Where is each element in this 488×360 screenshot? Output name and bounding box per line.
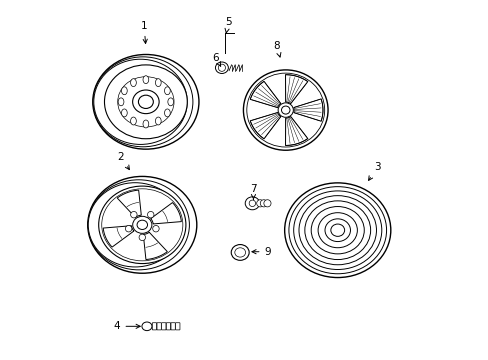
Polygon shape — [103, 226, 134, 247]
Ellipse shape — [104, 65, 187, 139]
Ellipse shape — [278, 103, 293, 117]
FancyBboxPatch shape — [171, 323, 175, 330]
Polygon shape — [250, 81, 280, 108]
Ellipse shape — [155, 117, 161, 125]
Ellipse shape — [288, 186, 386, 274]
Ellipse shape — [249, 200, 255, 207]
FancyBboxPatch shape — [166, 323, 170, 330]
Ellipse shape — [256, 200, 264, 207]
Text: 1: 1 — [141, 21, 147, 44]
Ellipse shape — [118, 77, 174, 127]
Ellipse shape — [318, 213, 357, 248]
Polygon shape — [285, 75, 307, 104]
Ellipse shape — [132, 90, 159, 114]
FancyBboxPatch shape — [162, 323, 165, 330]
Ellipse shape — [130, 211, 137, 218]
Polygon shape — [143, 232, 167, 260]
Text: 8: 8 — [273, 41, 280, 57]
Polygon shape — [293, 99, 322, 121]
Polygon shape — [150, 203, 181, 224]
Ellipse shape — [243, 70, 327, 150]
FancyBboxPatch shape — [157, 323, 161, 330]
Ellipse shape — [94, 59, 187, 144]
Ellipse shape — [293, 191, 381, 270]
Ellipse shape — [93, 54, 199, 149]
Ellipse shape — [330, 224, 344, 237]
Ellipse shape — [164, 87, 170, 95]
Ellipse shape — [325, 219, 350, 242]
Ellipse shape — [118, 98, 123, 106]
Ellipse shape — [142, 322, 152, 330]
Ellipse shape — [167, 98, 173, 106]
Ellipse shape — [132, 216, 152, 233]
FancyBboxPatch shape — [152, 323, 156, 330]
Ellipse shape — [139, 234, 145, 240]
Text: 2: 2 — [117, 152, 129, 170]
Ellipse shape — [130, 117, 136, 125]
Ellipse shape — [310, 207, 364, 254]
Ellipse shape — [231, 244, 249, 260]
Ellipse shape — [281, 106, 289, 114]
Ellipse shape — [99, 186, 185, 264]
Ellipse shape — [125, 225, 132, 232]
Ellipse shape — [102, 189, 183, 261]
Ellipse shape — [246, 73, 324, 147]
FancyBboxPatch shape — [175, 323, 180, 330]
Ellipse shape — [138, 95, 153, 108]
Ellipse shape — [121, 87, 127, 95]
Text: 7: 7 — [250, 184, 256, 199]
Text: 3: 3 — [368, 162, 380, 180]
Ellipse shape — [88, 176, 196, 273]
Ellipse shape — [142, 120, 148, 128]
Ellipse shape — [142, 76, 148, 84]
Ellipse shape — [264, 200, 270, 207]
Ellipse shape — [147, 211, 154, 218]
Polygon shape — [285, 117, 307, 145]
Ellipse shape — [155, 79, 161, 87]
Ellipse shape — [164, 109, 170, 117]
Text: 4: 4 — [114, 321, 140, 331]
Ellipse shape — [298, 195, 376, 265]
Text: 6: 6 — [212, 53, 220, 66]
Polygon shape — [117, 190, 141, 217]
Ellipse shape — [244, 197, 259, 210]
Ellipse shape — [137, 220, 147, 229]
Text: 9: 9 — [251, 247, 270, 257]
Ellipse shape — [88, 183, 182, 267]
Ellipse shape — [215, 62, 228, 73]
Ellipse shape — [152, 225, 159, 232]
Ellipse shape — [260, 200, 267, 207]
Ellipse shape — [234, 248, 245, 257]
Ellipse shape — [93, 57, 192, 147]
Ellipse shape — [284, 183, 390, 278]
Ellipse shape — [121, 109, 127, 117]
Ellipse shape — [88, 180, 189, 270]
Ellipse shape — [304, 201, 370, 260]
Polygon shape — [250, 113, 280, 139]
Text: 5: 5 — [224, 17, 231, 33]
Ellipse shape — [218, 64, 225, 71]
Ellipse shape — [130, 79, 136, 87]
